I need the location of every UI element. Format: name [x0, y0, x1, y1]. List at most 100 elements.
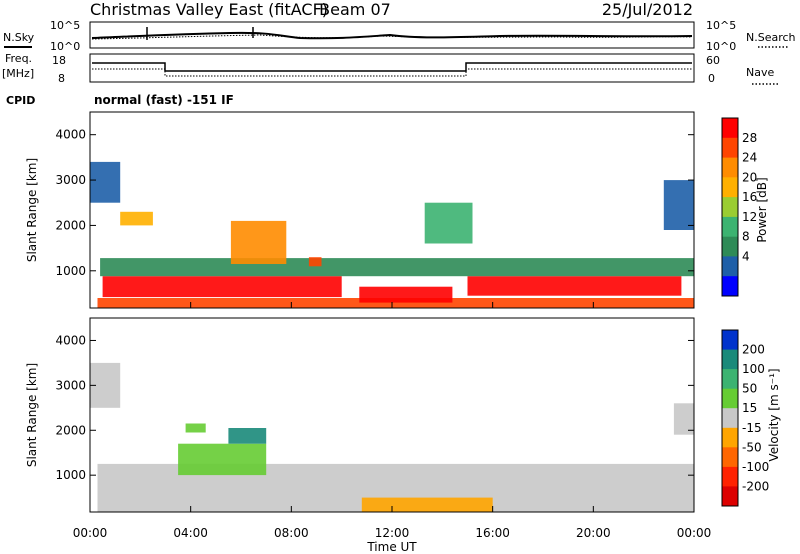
nave-label: Nave	[746, 66, 774, 79]
freq-panel	[89, 53, 695, 83]
velocity-region-1	[178, 443, 267, 476]
power-colorbar-label: Power [dB]	[755, 177, 769, 242]
velocity-data-layer	[90, 362, 694, 512]
freq-tick-top: 18	[52, 54, 66, 67]
velocity-colorbar-label: Velocity [m s⁻¹]	[767, 368, 781, 461]
power-region-3	[467, 276, 682, 296]
xtick-label-6: 00:00	[677, 526, 712, 540]
velocity-colorbar-tick-0: 200	[742, 343, 765, 357]
power-colorbar-swatch-5	[722, 216, 738, 238]
velocity-colorbar-tick-2: 50	[742, 382, 757, 396]
velocity-colorbar-swatch-2	[722, 369, 738, 390]
nsearch-tick-top: 10^5	[706, 19, 736, 32]
xtick-label-2: 08:00	[274, 526, 309, 540]
velocity-ylabel: Slant Range [km]	[25, 363, 39, 467]
nsearch-label: N.Search	[746, 31, 796, 44]
nsky-tick-bottom: 10^0	[50, 40, 80, 53]
beam-label: Beam 07	[319, 0, 391, 19]
velocity-colorbar-tick-7: -200	[742, 479, 769, 493]
power-region-6	[120, 211, 153, 226]
power-colorbar-tick-6: 4	[742, 249, 750, 263]
velocity-y-axis: 1000 2000 3000 4000	[55, 333, 694, 482]
nave-tick-top: 60	[706, 54, 720, 67]
power-colorbar-tick-5: 8	[742, 230, 750, 244]
cpid-value: normal (fast) -151 IF	[94, 93, 234, 107]
power-colorbar-swatch-2	[722, 157, 738, 178]
velocity-colorbar-tick-5: -50	[742, 440, 762, 454]
power-region-7	[90, 161, 121, 203]
power-region-8	[424, 202, 473, 244]
cpid-label: CPID	[6, 94, 35, 107]
power-colorbar-border	[721, 117, 739, 297]
power-ytick-label-1: 2000	[55, 218, 86, 232]
velocity-colorbar-swatch-6	[722, 447, 738, 468]
velocity-ytick-label-2: 3000	[55, 378, 86, 392]
power-colorbar: 28 24 20 16 12 8 4	[721, 117, 757, 297]
xtick-label-3: 12:00	[375, 526, 410, 540]
nsearch-trace	[91, 34, 693, 40]
xtick-label-1: 04:00	[173, 526, 208, 540]
time-axis: 00:00 04:00 08:00 12:00 16:00 20:00 00:00	[73, 302, 712, 540]
power-colorbar-swatch-7	[722, 256, 738, 277]
xtick-label-5: 20:00	[576, 526, 611, 540]
site-title: Christmas Valley East (fitACF)	[90, 0, 328, 19]
power-colorbar-swatch-6	[722, 236, 738, 257]
freq-label-2: [MHz]	[2, 67, 34, 80]
velocity-region-2	[228, 428, 267, 444]
power-region-1	[102, 276, 342, 298]
power-colorbar-tick-0: 28	[742, 131, 757, 145]
power-region-4	[100, 258, 695, 277]
nave-trace	[92, 68, 692, 77]
power-region-2	[359, 286, 453, 303]
velocity-region-3	[185, 423, 206, 433]
freq-tick-bottom: 8	[58, 72, 65, 85]
power-colorbar-tick-1: 24	[742, 151, 757, 165]
power-region-9	[308, 257, 322, 267]
power-data-layer	[90, 161, 695, 308]
power-colorbar-swatch-4	[722, 197, 738, 218]
xtick-label-0: 00:00	[73, 526, 108, 540]
velocity-region-6	[673, 403, 694, 435]
power-region-10	[663, 180, 694, 230]
velocity-ytick-label-3: 4000	[55, 333, 86, 347]
power-y-axis: 1000 2000 3000 4000	[55, 128, 694, 278]
velocity-colorbar-tick-3: 15	[742, 401, 757, 415]
velocity-colorbar-tick-6: -100	[742, 460, 769, 474]
power-ytick-label-3: 4000	[55, 128, 86, 142]
nsky-panel	[89, 21, 695, 49]
power-colorbar-tick-4: 12	[742, 210, 757, 224]
x-axis-title: Time UT	[366, 540, 417, 554]
velocity-region-4	[361, 497, 493, 512]
velocity-ytick-label-1: 2000	[55, 423, 86, 437]
power-colorbar-swatch-8	[722, 276, 738, 297]
power-colorbar-tick-2: 20	[742, 170, 757, 184]
nsearch-tick-bottom: 10^0	[706, 40, 736, 53]
power-colorbar-tick-3: 16	[742, 190, 757, 204]
xtick-label-4: 16:00	[475, 526, 510, 540]
power-region-0	[97, 298, 694, 308]
nave-tick-bottom: 0	[708, 72, 715, 85]
velocity-colorbar-border	[721, 329, 739, 507]
velocity-colorbar-swatch-4	[722, 408, 738, 429]
velocity-colorbar-swatch-8	[722, 486, 738, 507]
velocity-colorbar-swatch-1	[722, 349, 738, 370]
date-label: 25/Jul/2012	[602, 0, 693, 19]
power-colorbar-swatch-3	[722, 177, 738, 198]
nsky-label: N.Sky	[3, 31, 35, 44]
freq-trace	[92, 62, 692, 72]
velocity-colorbar-swatch-3	[722, 388, 738, 409]
velocity-ytick-label-0: 1000	[55, 468, 86, 482]
power-ytick-label-0: 1000	[55, 264, 86, 278]
power-colorbar-swatch-1	[722, 137, 738, 159]
velocity-colorbar-swatch-5	[722, 427, 738, 448]
power-colorbar-swatch-0	[722, 118, 738, 139]
power-region-5	[230, 220, 287, 264]
nsky-tick-top: 10^5	[50, 19, 80, 32]
power-ytick-label-2: 3000	[55, 173, 86, 187]
freq-label-1: Freq.	[5, 52, 32, 65]
velocity-colorbar-tick-1: 100	[742, 362, 765, 376]
velocity-colorbar: 200 100 50 15 -15 -50 -100 -200	[721, 329, 769, 507]
power-ylabel: Slant Range [km]	[25, 158, 39, 262]
velocity-colorbar-swatch-0	[722, 330, 738, 351]
